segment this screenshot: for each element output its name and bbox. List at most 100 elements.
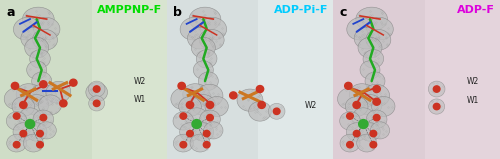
Ellipse shape — [194, 61, 214, 79]
Ellipse shape — [21, 27, 46, 49]
Ellipse shape — [372, 97, 395, 117]
Circle shape — [12, 82, 18, 89]
Text: W2: W2 — [466, 77, 479, 86]
Ellipse shape — [174, 134, 194, 152]
Ellipse shape — [340, 134, 360, 152]
Ellipse shape — [346, 123, 367, 141]
Ellipse shape — [338, 88, 362, 109]
Circle shape — [94, 86, 100, 92]
Circle shape — [20, 101, 27, 108]
Ellipse shape — [26, 123, 47, 141]
Ellipse shape — [196, 50, 217, 68]
Text: W1: W1 — [466, 96, 479, 105]
Ellipse shape — [358, 37, 382, 58]
Ellipse shape — [199, 29, 224, 50]
Circle shape — [354, 130, 360, 137]
Ellipse shape — [193, 123, 214, 141]
Circle shape — [358, 120, 368, 128]
Bar — [334, 0, 425, 159]
Ellipse shape — [6, 134, 26, 152]
Ellipse shape — [346, 97, 368, 116]
Circle shape — [374, 114, 380, 121]
Text: AMPPNP-F: AMPPNP-F — [96, 5, 162, 15]
Circle shape — [346, 142, 354, 148]
Circle shape — [26, 120, 35, 128]
Circle shape — [258, 101, 266, 108]
Circle shape — [40, 114, 46, 121]
Ellipse shape — [200, 110, 220, 128]
Ellipse shape — [350, 84, 378, 107]
Ellipse shape — [352, 108, 374, 128]
Circle shape — [274, 108, 280, 114]
Ellipse shape — [24, 37, 48, 58]
Circle shape — [373, 98, 380, 105]
Circle shape — [230, 92, 237, 99]
Text: W1: W1 — [134, 95, 145, 104]
Ellipse shape — [356, 7, 388, 31]
Circle shape — [373, 86, 380, 93]
Circle shape — [344, 82, 352, 89]
Circle shape — [192, 120, 202, 128]
Ellipse shape — [16, 84, 44, 107]
Ellipse shape — [18, 108, 42, 128]
Ellipse shape — [180, 123, 201, 141]
Ellipse shape — [88, 81, 105, 97]
Circle shape — [186, 101, 194, 108]
Ellipse shape — [268, 103, 285, 119]
Ellipse shape — [197, 84, 223, 107]
Text: c: c — [340, 6, 347, 19]
Ellipse shape — [360, 61, 380, 79]
Ellipse shape — [237, 89, 263, 111]
Ellipse shape — [4, 88, 29, 109]
Circle shape — [256, 86, 264, 93]
Ellipse shape — [188, 27, 212, 49]
Circle shape — [204, 142, 210, 148]
Circle shape — [346, 113, 354, 119]
Ellipse shape — [204, 122, 223, 139]
Ellipse shape — [171, 88, 196, 109]
Bar — [0, 0, 92, 159]
Circle shape — [36, 130, 44, 137]
Ellipse shape — [356, 134, 376, 152]
Ellipse shape — [366, 110, 387, 128]
Ellipse shape — [86, 83, 108, 102]
Ellipse shape — [198, 72, 218, 90]
Circle shape — [178, 82, 186, 89]
Ellipse shape — [190, 134, 210, 152]
Circle shape — [60, 100, 67, 107]
Ellipse shape — [370, 122, 390, 139]
Ellipse shape — [173, 112, 194, 130]
Ellipse shape — [37, 122, 56, 139]
Ellipse shape — [365, 72, 385, 90]
Ellipse shape — [192, 37, 216, 58]
Ellipse shape — [360, 123, 380, 141]
Text: ADP-Pi-F: ADP-Pi-F — [274, 5, 328, 15]
Circle shape — [36, 142, 44, 148]
Ellipse shape — [364, 84, 390, 107]
Ellipse shape — [22, 7, 54, 31]
Ellipse shape — [358, 95, 382, 115]
Ellipse shape — [340, 112, 360, 130]
Ellipse shape — [192, 95, 216, 115]
Circle shape — [353, 101, 360, 108]
Circle shape — [180, 142, 186, 148]
Ellipse shape — [34, 17, 60, 40]
Ellipse shape — [6, 112, 27, 130]
Ellipse shape — [205, 97, 229, 117]
Ellipse shape — [189, 7, 221, 31]
Ellipse shape — [30, 84, 56, 107]
Circle shape — [206, 101, 214, 108]
Ellipse shape — [354, 27, 379, 49]
Ellipse shape — [248, 101, 272, 121]
Ellipse shape — [46, 81, 71, 103]
Text: b: b — [174, 6, 182, 19]
Ellipse shape — [26, 61, 46, 79]
Ellipse shape — [186, 108, 208, 128]
Ellipse shape — [88, 96, 104, 111]
Circle shape — [20, 130, 26, 137]
Ellipse shape — [33, 110, 54, 128]
Ellipse shape — [200, 17, 226, 40]
Circle shape — [204, 130, 210, 137]
Ellipse shape — [24, 95, 48, 115]
Ellipse shape — [13, 123, 34, 141]
